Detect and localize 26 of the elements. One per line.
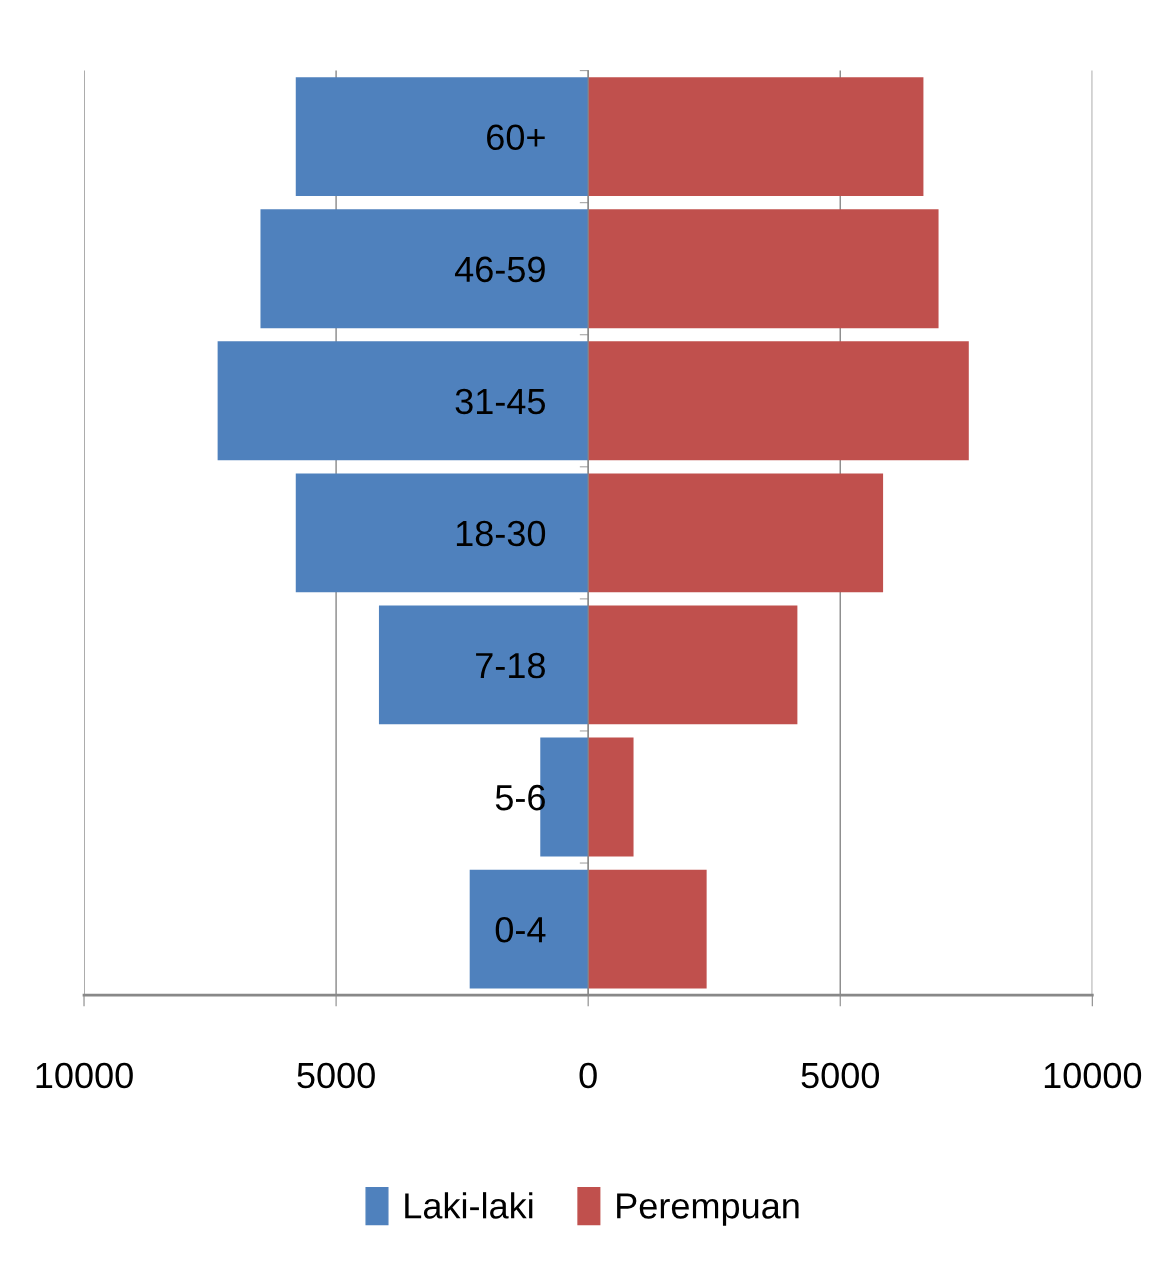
- bar: [295, 473, 589, 593]
- bar: [217, 341, 589, 461]
- bar: [588, 473, 884, 593]
- x-tick-label: 5000: [801, 1062, 879, 1089]
- y-tick-label: 60+: [487, 124, 545, 151]
- bar: [295, 77, 589, 197]
- bar: [588, 341, 969, 461]
- y-tick-label: 7-18: [476, 652, 545, 679]
- legend-label: Perempuan: [617, 1193, 799, 1226]
- y-tick-label: 18-30: [456, 520, 546, 547]
- bar: [469, 869, 589, 989]
- bar: [378, 605, 589, 725]
- bar: [260, 209, 589, 329]
- bar: [588, 737, 634, 857]
- y-tick-label: 31-45: [455, 388, 545, 415]
- y-tick-label: 0-4: [495, 916, 546, 943]
- x-tick-label: 5000: [297, 1062, 375, 1089]
- x-tick-label: 10000: [1044, 1062, 1142, 1089]
- bar: [588, 605, 798, 725]
- x-tick-label: 10000: [36, 1062, 133, 1089]
- bar: [588, 869, 707, 989]
- y-tick-label: 46-59: [454, 256, 545, 283]
- bar: [588, 209, 939, 329]
- legend-label: Laki-laki: [405, 1192, 533, 1219]
- x-tick-label: 0: [579, 1062, 597, 1089]
- bar: [588, 77, 924, 197]
